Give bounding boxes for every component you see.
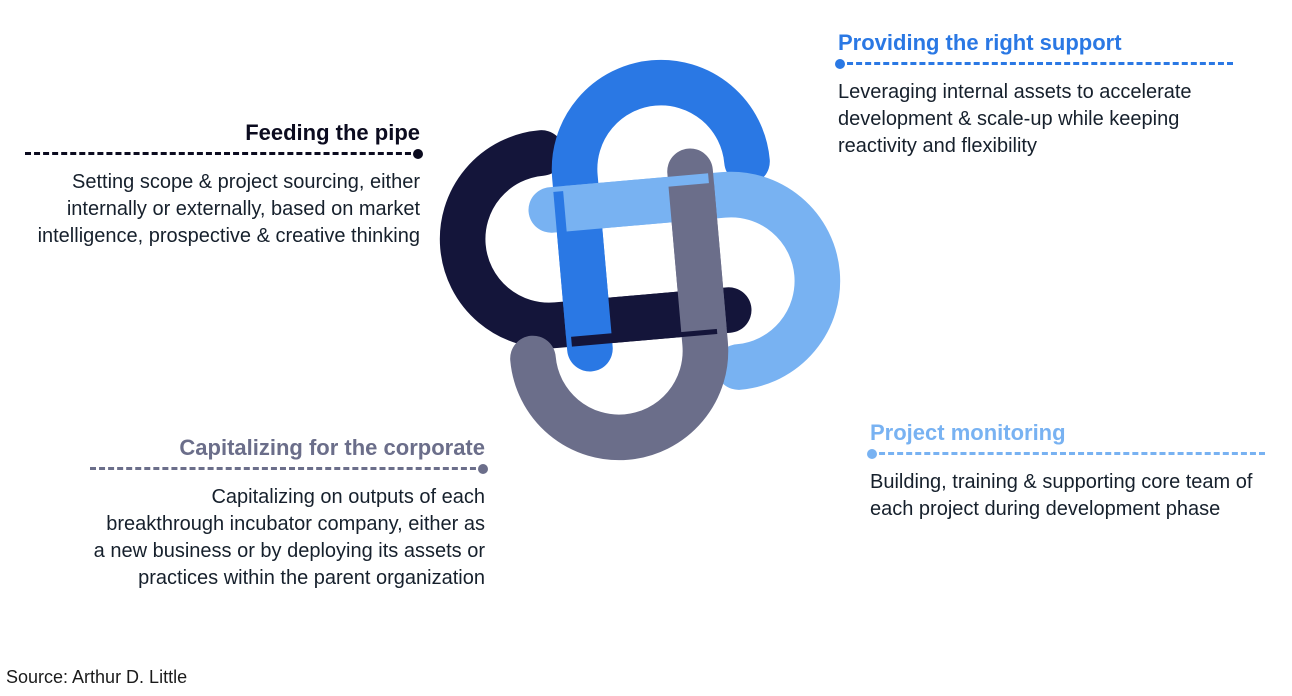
callout-providing-right-support: Providing the right support Leveraging i… — [838, 30, 1233, 160]
callout-project-monitoring: Project monitoring Building, training & … — [870, 420, 1265, 523]
callout-separator — [870, 452, 1265, 455]
callout-capitalizing-corporate: Capitalizing for the corporate Capitaliz… — [90, 435, 485, 592]
callout-title: Providing the right support — [838, 30, 1233, 56]
interlock-knot — [400, 20, 880, 500]
callout-title: Project monitoring — [870, 420, 1265, 446]
callout-separator — [838, 62, 1233, 65]
infographic-stage: Feeding the pipe Setting scope & project… — [0, 0, 1292, 696]
source-attribution: Source: Arthur D. Little — [6, 667, 187, 688]
callout-body: Building, training & supporting core tea… — [870, 469, 1265, 523]
callout-title: Feeding the pipe — [25, 120, 420, 146]
callout-separator — [90, 467, 485, 470]
callout-body: Setting scope & project sourcing, either… — [25, 169, 420, 250]
callout-title: Capitalizing for the corporate — [90, 435, 485, 461]
callout-dot — [867, 449, 877, 459]
callout-body: Capitalizing on outputs of each breakthr… — [90, 484, 485, 592]
callout-body: Leveraging internal assets to accelerate… — [838, 79, 1233, 160]
callout-separator — [25, 152, 420, 155]
callout-feeding-the-pipe: Feeding the pipe Setting scope & project… — [25, 120, 420, 250]
callout-dot — [835, 59, 845, 69]
